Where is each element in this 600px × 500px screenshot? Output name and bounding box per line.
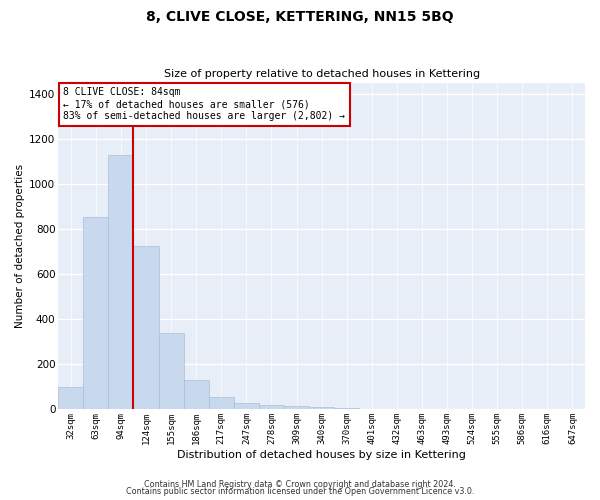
Text: 8 CLIVE CLOSE: 84sqm
← 17% of detached houses are smaller (576)
83% of semi-deta: 8 CLIVE CLOSE: 84sqm ← 17% of detached h… (64, 88, 346, 120)
Bar (83, 216, 109, 410)
Bar (109, 154, 133, 410)
Bar (259, 405, 284, 409)
Bar (133, 246, 158, 410)
Text: 8, CLIVE CLOSE, KETTERING, NN15 5BQ: 8, CLIVE CLOSE, KETTERING, NN15 5BQ (146, 10, 454, 24)
Bar (184, 380, 209, 410)
Text: Contains public sector information licensed under the Open Government Licence v3: Contains public sector information licen… (126, 487, 474, 496)
Text: Contains HM Land Registry data © Crown copyright and database right 2024.: Contains HM Land Registry data © Crown c… (144, 480, 456, 489)
X-axis label: Distribution of detached houses by size in Kettering: Distribution of detached houses by size … (177, 450, 466, 460)
Bar (209, 397, 234, 409)
Bar (284, 406, 309, 409)
Bar (158, 333, 184, 409)
Bar (309, 406, 334, 410)
Y-axis label: Number of detached properties: Number of detached properties (15, 164, 25, 328)
Bar (58, 387, 83, 409)
Title: Size of property relative to detached houses in Kettering: Size of property relative to detached ho… (164, 69, 479, 79)
Bar (334, 408, 359, 410)
Bar (234, 402, 259, 409)
